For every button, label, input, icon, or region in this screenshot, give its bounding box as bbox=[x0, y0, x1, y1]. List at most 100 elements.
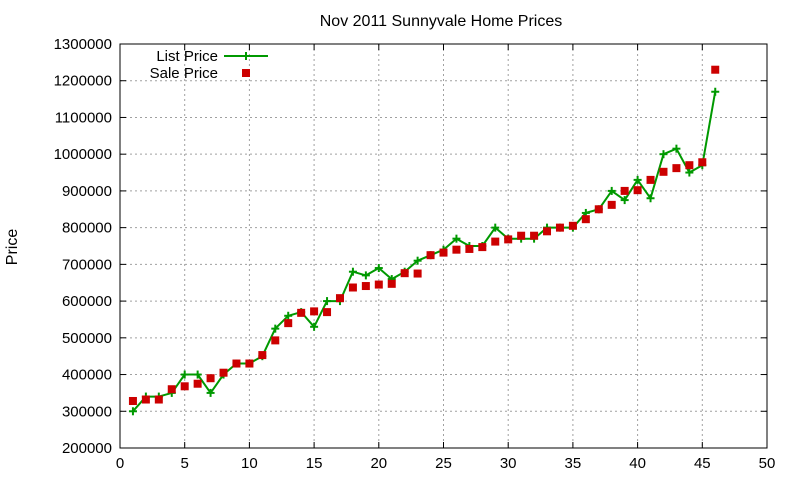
x-tick-label: 25 bbox=[435, 455, 452, 472]
list-price-point bbox=[271, 324, 280, 333]
list-price-line bbox=[132, 91, 717, 412]
y-tick-label: 1100000 bbox=[55, 109, 112, 126]
list-price-point bbox=[646, 194, 655, 203]
sale-price-point bbox=[620, 186, 629, 195]
sale-price-point bbox=[633, 186, 642, 195]
y-tick-label: 200000 bbox=[62, 440, 112, 457]
sale-price-point bbox=[335, 294, 344, 303]
y-tick-label: 600000 bbox=[62, 293, 112, 310]
y-tick-label: 400000 bbox=[62, 367, 112, 384]
x-tick-label: 10 bbox=[241, 455, 258, 472]
list-price-point bbox=[374, 264, 383, 273]
sale-price-point bbox=[128, 396, 137, 405]
legend-marker-list-price bbox=[242, 52, 250, 60]
sale-price-point bbox=[284, 319, 293, 328]
y-tick-label: 800000 bbox=[62, 220, 112, 237]
y-tick-label: 1200000 bbox=[54, 73, 112, 90]
sale-price-point bbox=[594, 205, 603, 214]
legend-label-list-price: List Price bbox=[156, 48, 218, 65]
list-price-point bbox=[206, 388, 215, 397]
sale-price-point bbox=[698, 158, 707, 167]
sale-price-point bbox=[543, 227, 552, 236]
chart-title: Nov 2011 Sunnyvale Home Prices bbox=[320, 13, 563, 30]
list-price-point bbox=[620, 196, 629, 205]
x-tick-label: 40 bbox=[629, 455, 646, 472]
sale-price-point bbox=[310, 307, 319, 316]
sale-price-point bbox=[672, 164, 681, 173]
sale-price-point bbox=[232, 359, 241, 368]
sale-price-point bbox=[219, 368, 228, 377]
sale-price-point bbox=[400, 269, 409, 278]
sale-price-point bbox=[245, 359, 254, 368]
y-tick-label: 1300000 bbox=[54, 36, 112, 53]
sale-price-point bbox=[465, 244, 474, 253]
sale-price-point bbox=[193, 379, 202, 388]
x-tick-label: 0 bbox=[116, 455, 124, 472]
sale-price-point bbox=[167, 385, 176, 394]
sale-price-point bbox=[271, 336, 280, 345]
legend-marker-sale-price bbox=[242, 69, 250, 77]
sale-price-point bbox=[258, 351, 267, 360]
list-price-point bbox=[128, 407, 137, 416]
plot-frame bbox=[119, 43, 768, 449]
list-price-point bbox=[193, 370, 202, 379]
list-price-point bbox=[491, 223, 500, 232]
legend-label-sale-price: Sale Price bbox=[150, 65, 218, 82]
sale-price-point bbox=[568, 221, 577, 230]
x-tick-label: 30 bbox=[500, 455, 517, 472]
list-price-point bbox=[310, 322, 319, 331]
list-price-point bbox=[180, 370, 189, 379]
sale-price-point bbox=[374, 280, 383, 289]
sale-price-point bbox=[154, 395, 163, 404]
sale-price-point bbox=[530, 231, 539, 240]
grid-lines bbox=[120, 44, 767, 448]
list-price-point bbox=[323, 297, 332, 306]
list-price-point bbox=[413, 256, 422, 265]
list-price-point bbox=[659, 150, 668, 159]
sale-price-point bbox=[517, 231, 526, 240]
list-price-point bbox=[284, 311, 293, 320]
x-tick-label: 5 bbox=[181, 455, 189, 472]
list-price-point bbox=[633, 175, 642, 184]
sale-price-point bbox=[491, 237, 500, 246]
sale-price-point bbox=[555, 223, 564, 232]
x-tick-label: 35 bbox=[565, 455, 582, 472]
sale-price-point bbox=[478, 243, 487, 252]
y-tick-label: 300000 bbox=[62, 403, 112, 420]
sale-price-point bbox=[413, 269, 422, 278]
sale-price-point bbox=[607, 200, 616, 209]
y-tick-label: 500000 bbox=[62, 330, 112, 347]
list-price-point bbox=[607, 186, 616, 195]
y-tick-label: 900000 bbox=[62, 183, 112, 200]
x-tick-label: 20 bbox=[370, 455, 387, 472]
y-axis-label: Price bbox=[4, 229, 21, 266]
sale-price-point bbox=[659, 167, 668, 176]
list-price-point bbox=[452, 234, 461, 243]
sale-price-point bbox=[297, 308, 306, 317]
x-tick-label: 50 bbox=[759, 455, 776, 472]
sale-price-point bbox=[180, 382, 189, 391]
sale-price-point bbox=[685, 161, 694, 170]
axis-ticks: 0 5 10 15 20 25 30 35 40 45 50 200000 300000 400000 50… bbox=[54, 36, 776, 472]
sale-price-point bbox=[452, 245, 461, 254]
y-tick-label: 700000 bbox=[62, 256, 112, 273]
series-list-price bbox=[128, 87, 720, 416]
sale-price-point bbox=[323, 308, 332, 317]
sale-price-point bbox=[646, 175, 655, 184]
series-sale-price bbox=[128, 65, 720, 405]
list-price-point bbox=[672, 144, 681, 153]
list-price-point bbox=[361, 271, 370, 280]
list-price-point bbox=[711, 87, 720, 96]
y-tick-label: 1000000 bbox=[54, 146, 112, 163]
sale-price-point bbox=[439, 248, 448, 257]
sale-price-point bbox=[348, 283, 357, 292]
x-tick-label: 45 bbox=[694, 455, 711, 472]
sale-price-point bbox=[387, 279, 396, 288]
list-price-point bbox=[348, 267, 357, 276]
x-tick-label: 15 bbox=[306, 455, 323, 472]
sale-price-point bbox=[206, 374, 215, 383]
sale-price-point bbox=[581, 215, 590, 224]
sale-price-point bbox=[426, 251, 435, 260]
